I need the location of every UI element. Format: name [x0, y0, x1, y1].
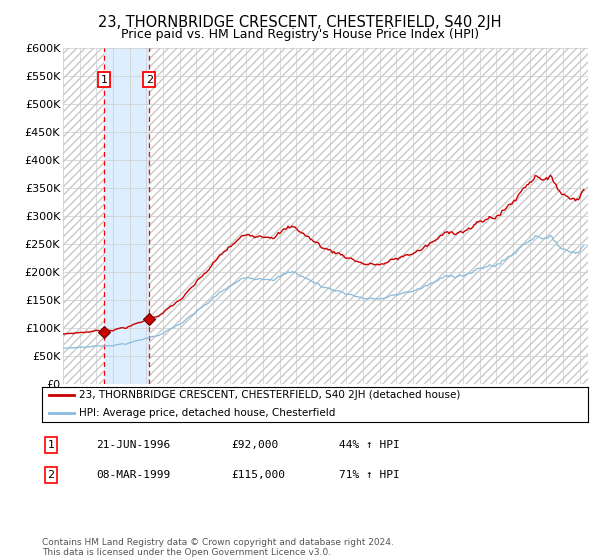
- Text: 23, THORNBRIDGE CRESCENT, CHESTERFIELD, S40 2JH (detached house): 23, THORNBRIDGE CRESCENT, CHESTERFIELD, …: [79, 390, 461, 400]
- Text: 23, THORNBRIDGE CRESCENT, CHESTERFIELD, S40 2JH: 23, THORNBRIDGE CRESCENT, CHESTERFIELD, …: [98, 15, 502, 30]
- Text: 08-MAR-1999: 08-MAR-1999: [96, 470, 170, 480]
- Text: 1: 1: [101, 74, 107, 85]
- Text: 2: 2: [146, 74, 153, 85]
- Text: £115,000: £115,000: [231, 470, 285, 480]
- Text: Price paid vs. HM Land Registry's House Price Index (HPI): Price paid vs. HM Land Registry's House …: [121, 28, 479, 41]
- Text: £92,000: £92,000: [231, 440, 278, 450]
- Bar: [149, 48, 588, 384]
- Text: 21-JUN-1996: 21-JUN-1996: [96, 440, 170, 450]
- Text: 71% ↑ HPI: 71% ↑ HPI: [339, 470, 400, 480]
- Text: HPI: Average price, detached house, Chesterfield: HPI: Average price, detached house, Ches…: [79, 408, 335, 418]
- Bar: [104, 48, 149, 384]
- Text: 2: 2: [47, 470, 55, 480]
- Text: 44% ↑ HPI: 44% ↑ HPI: [339, 440, 400, 450]
- Bar: [63, 48, 104, 384]
- Text: 1: 1: [47, 440, 55, 450]
- Text: Contains HM Land Registry data © Crown copyright and database right 2024.
This d: Contains HM Land Registry data © Crown c…: [42, 538, 394, 557]
